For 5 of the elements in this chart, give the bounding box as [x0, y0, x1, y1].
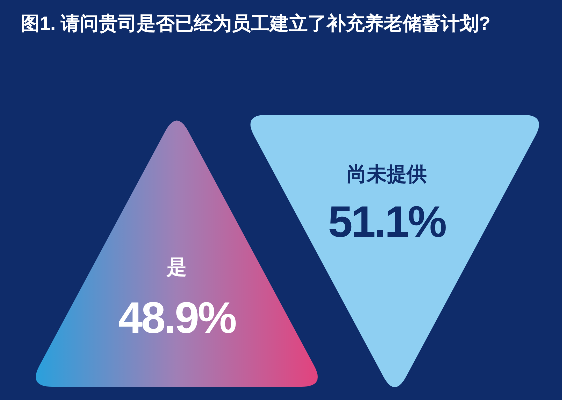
data-label: 48.9% [118, 294, 236, 343]
category-label: 是 [166, 257, 187, 279]
data-label: 51.1% [328, 198, 446, 247]
text: 图1. 请问贵司是否已经为员工建立了补充养老储蓄计划? [21, 13, 491, 35]
category-label: 尚未提供 [347, 164, 427, 186]
